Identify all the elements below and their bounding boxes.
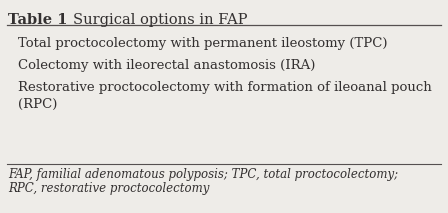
Text: Surgical options in FAP: Surgical options in FAP — [73, 13, 247, 27]
Text: Colectomy with ileorectal anastomosis (IRA): Colectomy with ileorectal anastomosis (I… — [18, 59, 315, 72]
Text: Table 1: Table 1 — [8, 13, 73, 27]
Text: FAP, familial adenomatous polyposis; TPC, total proctocolectomy;: FAP, familial adenomatous polyposis; TPC… — [8, 168, 398, 181]
Text: Total proctocolectomy with permanent ileostomy (TPC): Total proctocolectomy with permanent ile… — [18, 37, 388, 50]
Text: RPC, restorative proctocolectomy: RPC, restorative proctocolectomy — [8, 182, 209, 195]
Text: Restorative proctocolectomy with formation of ileoanal pouch
(RPC): Restorative proctocolectomy with formati… — [18, 81, 432, 111]
